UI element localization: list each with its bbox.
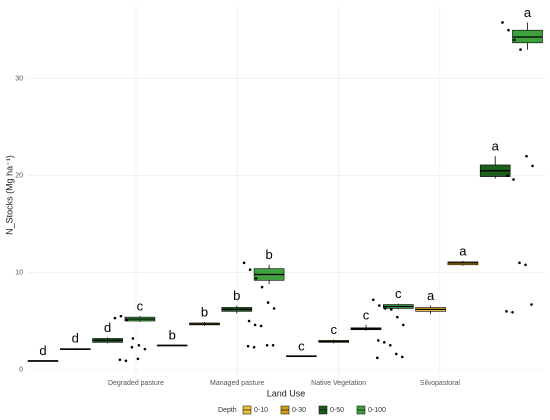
y-tick-label: 20 [15, 172, 23, 179]
jitter-point [248, 268, 252, 271]
significance-letter: c [298, 338, 305, 353]
jitter-point [137, 343, 141, 347]
jitter-point [531, 164, 534, 168]
jitter-point [506, 174, 509, 177]
jitter-point [254, 277, 258, 280]
legend-title: Depth [218, 407, 237, 414]
x-tick-label: Silvopastoral [420, 380, 461, 387]
jitter-point [272, 307, 276, 310]
jitter-point [136, 357, 140, 361]
jitter-point [378, 304, 381, 307]
y-axis-label: N_Stocks (Mg ha⁻¹) [4, 155, 14, 235]
significance-letter: b [265, 247, 272, 262]
jitter-point [260, 285, 264, 289]
jitter-point [253, 323, 257, 327]
jitter-point [524, 263, 527, 267]
significance-letter: a [492, 139, 500, 154]
legend-label: 0-100 [368, 407, 386, 414]
jitter-point [271, 343, 275, 347]
jitter-point [377, 339, 380, 342]
legend-label: 0-10 [254, 407, 268, 414]
jitter-point [265, 343, 269, 347]
jitter-point [242, 261, 246, 265]
jitter-point [395, 352, 398, 356]
jitter-point [372, 298, 375, 301]
jitter-point [396, 315, 399, 319]
jitter-point [519, 48, 522, 51]
jitter-point [125, 318, 129, 322]
legend-label: 0-50 [330, 407, 344, 414]
significance-letter: b [233, 288, 240, 303]
jitter-point [247, 319, 251, 323]
significance-letter: d [72, 331, 79, 346]
significance-letter: c [395, 286, 402, 301]
x-tick-label: Managed pasture [210, 380, 265, 387]
jitter-point [113, 316, 117, 320]
jitter-point [246, 344, 250, 348]
jitter-point [384, 307, 387, 310]
significance-letter: c [363, 307, 370, 322]
x-tick-label: Degraded pasture [108, 380, 164, 387]
jitter-point [518, 261, 521, 265]
y-tick-label: 10 [15, 269, 23, 276]
jitter-point [401, 355, 404, 359]
jitter-point [119, 314, 123, 318]
significance-letter: b [169, 328, 176, 343]
jitter-point [383, 341, 386, 344]
jitter-point [390, 308, 393, 311]
significance-letter: c [137, 299, 144, 314]
jitter-point [511, 310, 514, 314]
jitter-point [143, 347, 147, 351]
jitter-point [124, 359, 128, 363]
jitter-point [513, 38, 516, 42]
significance-letter: a [427, 288, 435, 303]
significance-letter: d [39, 343, 46, 358]
jitter-point [525, 154, 528, 158]
jitter-point [259, 324, 263, 328]
jitter-point [131, 337, 135, 340]
jitter-point [501, 21, 504, 24]
y-tick-label: 30 [15, 76, 23, 83]
jitter-point [266, 301, 270, 304]
legend-label: 0-30 [292, 407, 306, 414]
jitter-point [507, 28, 510, 32]
jitter-point [252, 345, 256, 349]
significance-letter: a [524, 5, 532, 20]
jitter-point [376, 356, 379, 360]
jitter-point [389, 343, 392, 347]
jitter-point [530, 303, 533, 306]
jitter-point [118, 358, 122, 362]
jitter-point [505, 310, 508, 313]
significance-letter: c [330, 322, 337, 337]
jitter-point [130, 345, 134, 349]
x-tick-label: Native Vegetation [311, 380, 366, 387]
jitter-point [512, 178, 515, 181]
y-tick-label: 0 [19, 366, 23, 373]
jitter-point [402, 323, 405, 327]
x-axis-label: Land Use [267, 388, 306, 398]
significance-letter: b [201, 304, 208, 319]
significance-letter: a [459, 243, 467, 258]
significance-letter: d [104, 320, 111, 335]
